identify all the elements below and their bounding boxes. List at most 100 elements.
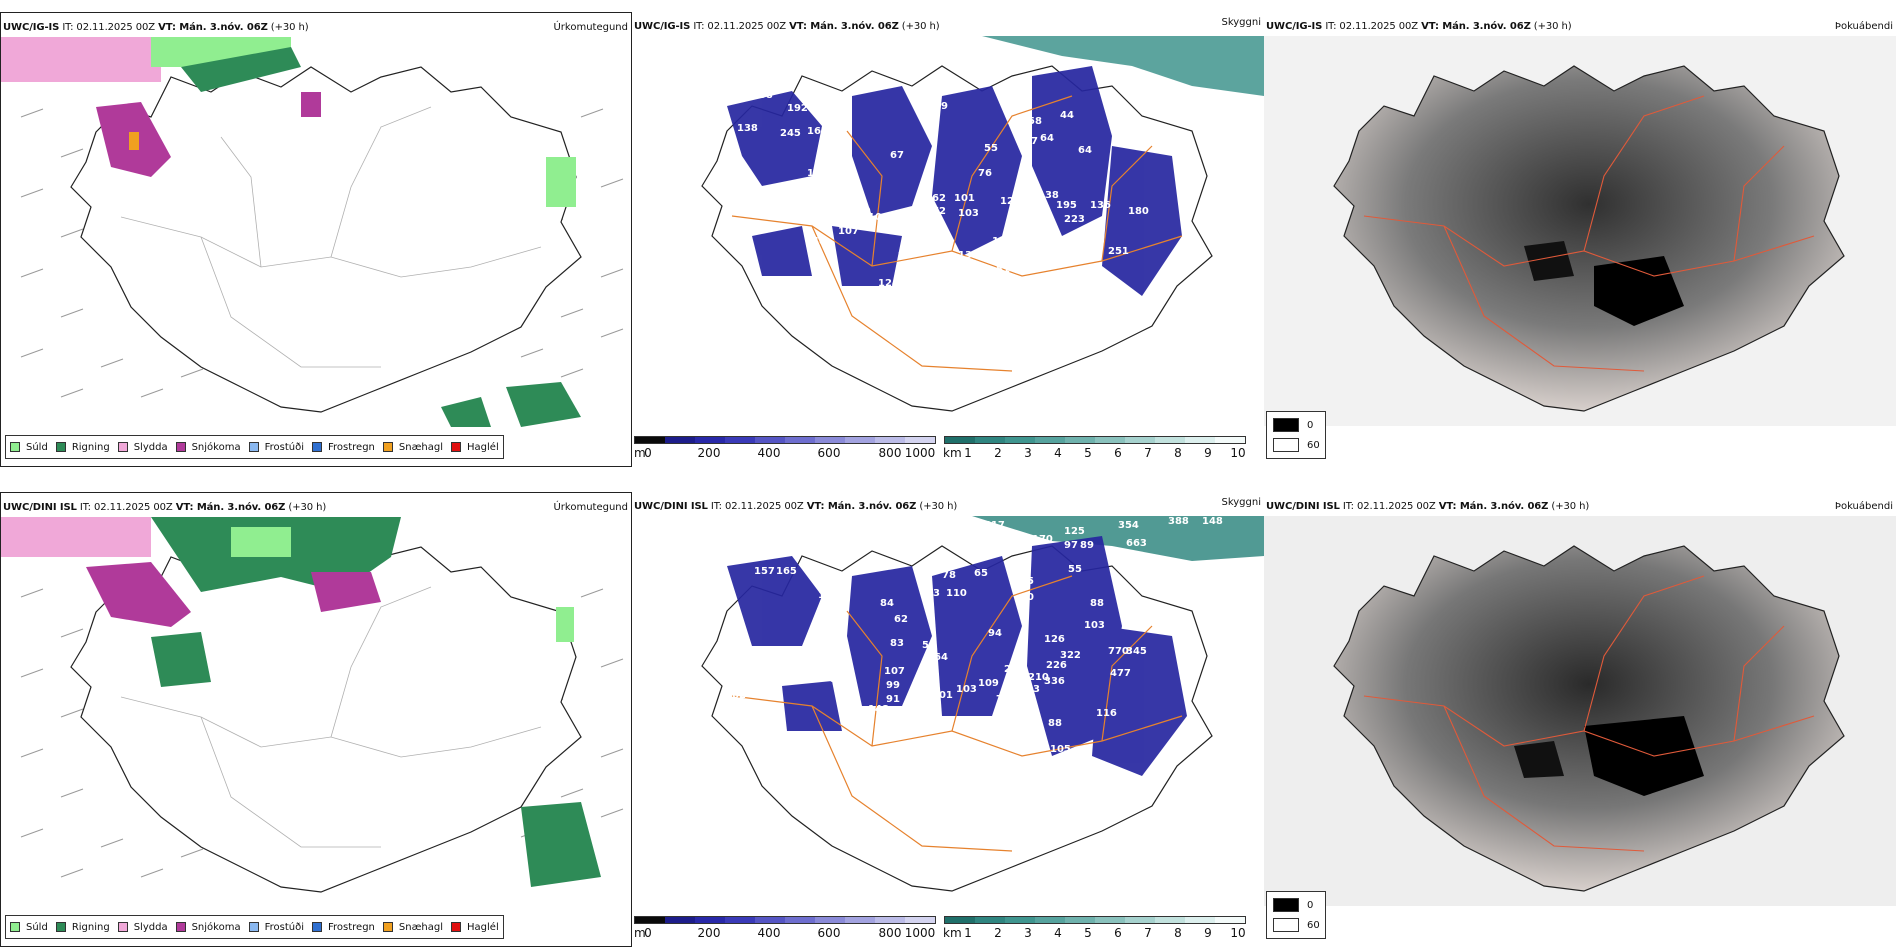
visibility-map: 417 170 125 354 388 148 97 89 663 55 157…: [701, 516, 1264, 892]
visibility-scale-legends: m 0 200 400 600 800 1000 km 1 2 3 4 5 6 …: [632, 916, 1264, 944]
visibility-unit: km: [943, 926, 962, 940]
cloud-base-label: 197: [1082, 226, 1103, 237]
cloud-base-label: 477: [1110, 668, 1131, 679]
cloud-base-label: 55: [1068, 564, 1082, 575]
visibility-panel: UWC/IG-IS IT: 02.11.2025 00Z VT: Mán. 3.…: [632, 12, 1264, 467]
cloud-base-label: 86: [804, 190, 818, 201]
cloud-base-label: 165: [807, 126, 828, 137]
valid-time: VT: Mán. 3.nóv. 06Z: [1438, 501, 1549, 512]
cloud-base-labels: 417 170 125 354 388 148 97 89 663 55 157…: [732, 516, 1223, 755]
cloud-base-label: 92: [898, 250, 912, 261]
lead-time: (+30 h): [898, 21, 940, 32]
cloud-base-label: 122: [1026, 250, 1047, 261]
precip-areas: [1, 37, 581, 427]
legend-label: Snjókoma: [191, 441, 241, 453]
legend-swatch: [312, 922, 322, 932]
cloud-base-label: 245: [780, 128, 801, 139]
cloud-base-label: 124: [878, 278, 899, 289]
legend-swatch: [175, 442, 186, 452]
cloud-base-label: 148: [868, 704, 889, 715]
legend-item-snjokoma: Snjókoma: [175, 921, 241, 933]
cloudbase-tick: 800: [878, 446, 902, 460]
legend-label: Rigning: [71, 921, 110, 933]
cloud-base-label: 62: [894, 614, 908, 625]
cloud-base-label: 103: [1084, 620, 1105, 631]
fog-legend-swatch: [1273, 918, 1299, 932]
cloud-base-label: 105: [1050, 744, 1071, 755]
fog-index-panel: UWC/IG-IS IT: 02.11.2025 00Z VT: Mán. 3.…: [1264, 12, 1896, 467]
valid-time: VT: Mán. 3.nóv. 06Z: [158, 22, 268, 33]
cloud-base-label: 101: [932, 690, 953, 701]
fog-legend-label: 60: [1307, 439, 1320, 451]
panel-title: UWC/IG-IS IT: 02.11.2025 00Z VT: Mán. 3.…: [3, 22, 309, 33]
visibility-tick: 1: [964, 446, 972, 460]
cloudbase-unit: m: [634, 446, 646, 460]
legend-swatch: [382, 442, 393, 452]
model-name: UWC/DINI ISL: [634, 501, 708, 512]
legend-swatch: [175, 922, 186, 932]
visibility-scale-bar: [944, 436, 1246, 444]
legend-item-rigning: Rigning: [55, 921, 110, 933]
product-title: Úrkomutegund: [553, 22, 628, 33]
cloud-base-label: 76: [978, 168, 992, 179]
cloud-base-label: 72: [932, 206, 946, 217]
legend-swatch: [10, 442, 20, 452]
cloud-base-label: 88: [1090, 598, 1104, 609]
cloud-base-label: 232: [1004, 664, 1025, 675]
model-name: UWC/IG-IS: [634, 21, 691, 32]
fog-legend-row: 0: [1273, 418, 1313, 432]
precip-type-panel: UWC/IG-IS IT: 02.11.2025 00Z VT: Mán. 3.…: [0, 12, 632, 467]
legend-swatch: [382, 922, 393, 932]
init-time: IT: 02.11.2025 00Z: [690, 21, 790, 32]
iceland-coastline: [1333, 65, 1845, 412]
legend-item-sud: Súld: [10, 922, 48, 933]
cloud-base-label: 107: [884, 666, 905, 677]
fog-index-map: [1264, 36, 1896, 426]
panel-title: UWC/DINI ISL IT: 02.11.2025 00Z VT: Mán.…: [1266, 501, 1589, 512]
legend-swatch: [117, 442, 128, 452]
legend-item-slydda: Slydda: [117, 922, 168, 933]
visibility-tick: 8: [1174, 926, 1182, 940]
cloud-base-label: 103: [956, 684, 977, 695]
cloud-base-label: 60: [1020, 592, 1034, 603]
valid-time: VT: Mán. 3.nóv. 06Z: [789, 21, 899, 32]
cloudbase-tick: 400: [757, 446, 781, 460]
cloud-base-label: 417: [984, 520, 1005, 531]
cloud-base-label: 148: [1202, 516, 1223, 527]
fog-index-panel: UWC/DINI ISL IT: 02.11.2025 00Z VT: Mán.…: [1264, 492, 1896, 947]
legend-swatch: [248, 442, 259, 452]
visibility-tick: 1: [964, 926, 972, 940]
iceland-coastline: [1333, 545, 1845, 892]
cloud-base-label: 336: [1044, 676, 1065, 687]
cloud-base-label: 55: [984, 143, 998, 154]
legend-label: Frostregn: [328, 921, 375, 933]
visibility-panel: UWC/DINI ISL IT: 02.11.2025 00Z VT: Mán.…: [632, 492, 1264, 947]
cloudbase-tick: 0: [644, 446, 652, 460]
cloud-base-label: 64: [1078, 145, 1092, 156]
cloud-base-label: 64: [934, 652, 948, 663]
cloudbase-tick: 800: [878, 926, 902, 940]
visibility-tick: 8: [1174, 446, 1182, 460]
cloud-base-areas: [727, 536, 1187, 776]
visibility-map: 108 192 245 165 138 127 86 36 81 119 104…: [701, 36, 1264, 412]
cloud-base-label: 770: [1108, 646, 1129, 657]
cloud-base-label: 55: [830, 674, 844, 685]
visibility-tick: 5: [1084, 926, 1092, 940]
visibility-tick: 10: [1230, 446, 1246, 460]
legend-label: Snjókoma: [191, 921, 241, 933]
cloud-base-label: 126: [1044, 634, 1065, 645]
lead-time: (+30 h): [1548, 501, 1590, 512]
cloud-base-label: 139: [958, 250, 979, 261]
cloud-base-label: 226: [1046, 660, 1067, 671]
legend-label: Snæhagl: [398, 441, 444, 453]
cloudbase-tick: 600: [817, 926, 841, 940]
panel-title: UWC/IG-IS IT: 02.11.2025 00Z VT: Mán. 3.…: [1266, 21, 1572, 32]
cloud-base-label: 99: [886, 680, 900, 691]
product-title: Þokuábendi: [1834, 21, 1893, 32]
model-row-ig-is: UWC/IG-IS IT: 02.11.2025 00Z VT: Mán. 3.…: [0, 12, 1900, 482]
cloud-base-label: 89: [934, 101, 948, 112]
legend-item-frostudi: Frostúði: [248, 442, 304, 453]
legend-label: Frostregn: [328, 441, 375, 453]
visibility-tick: 3: [1024, 446, 1032, 460]
legend-item-snaehagl: Snæhagl: [382, 922, 443, 933]
